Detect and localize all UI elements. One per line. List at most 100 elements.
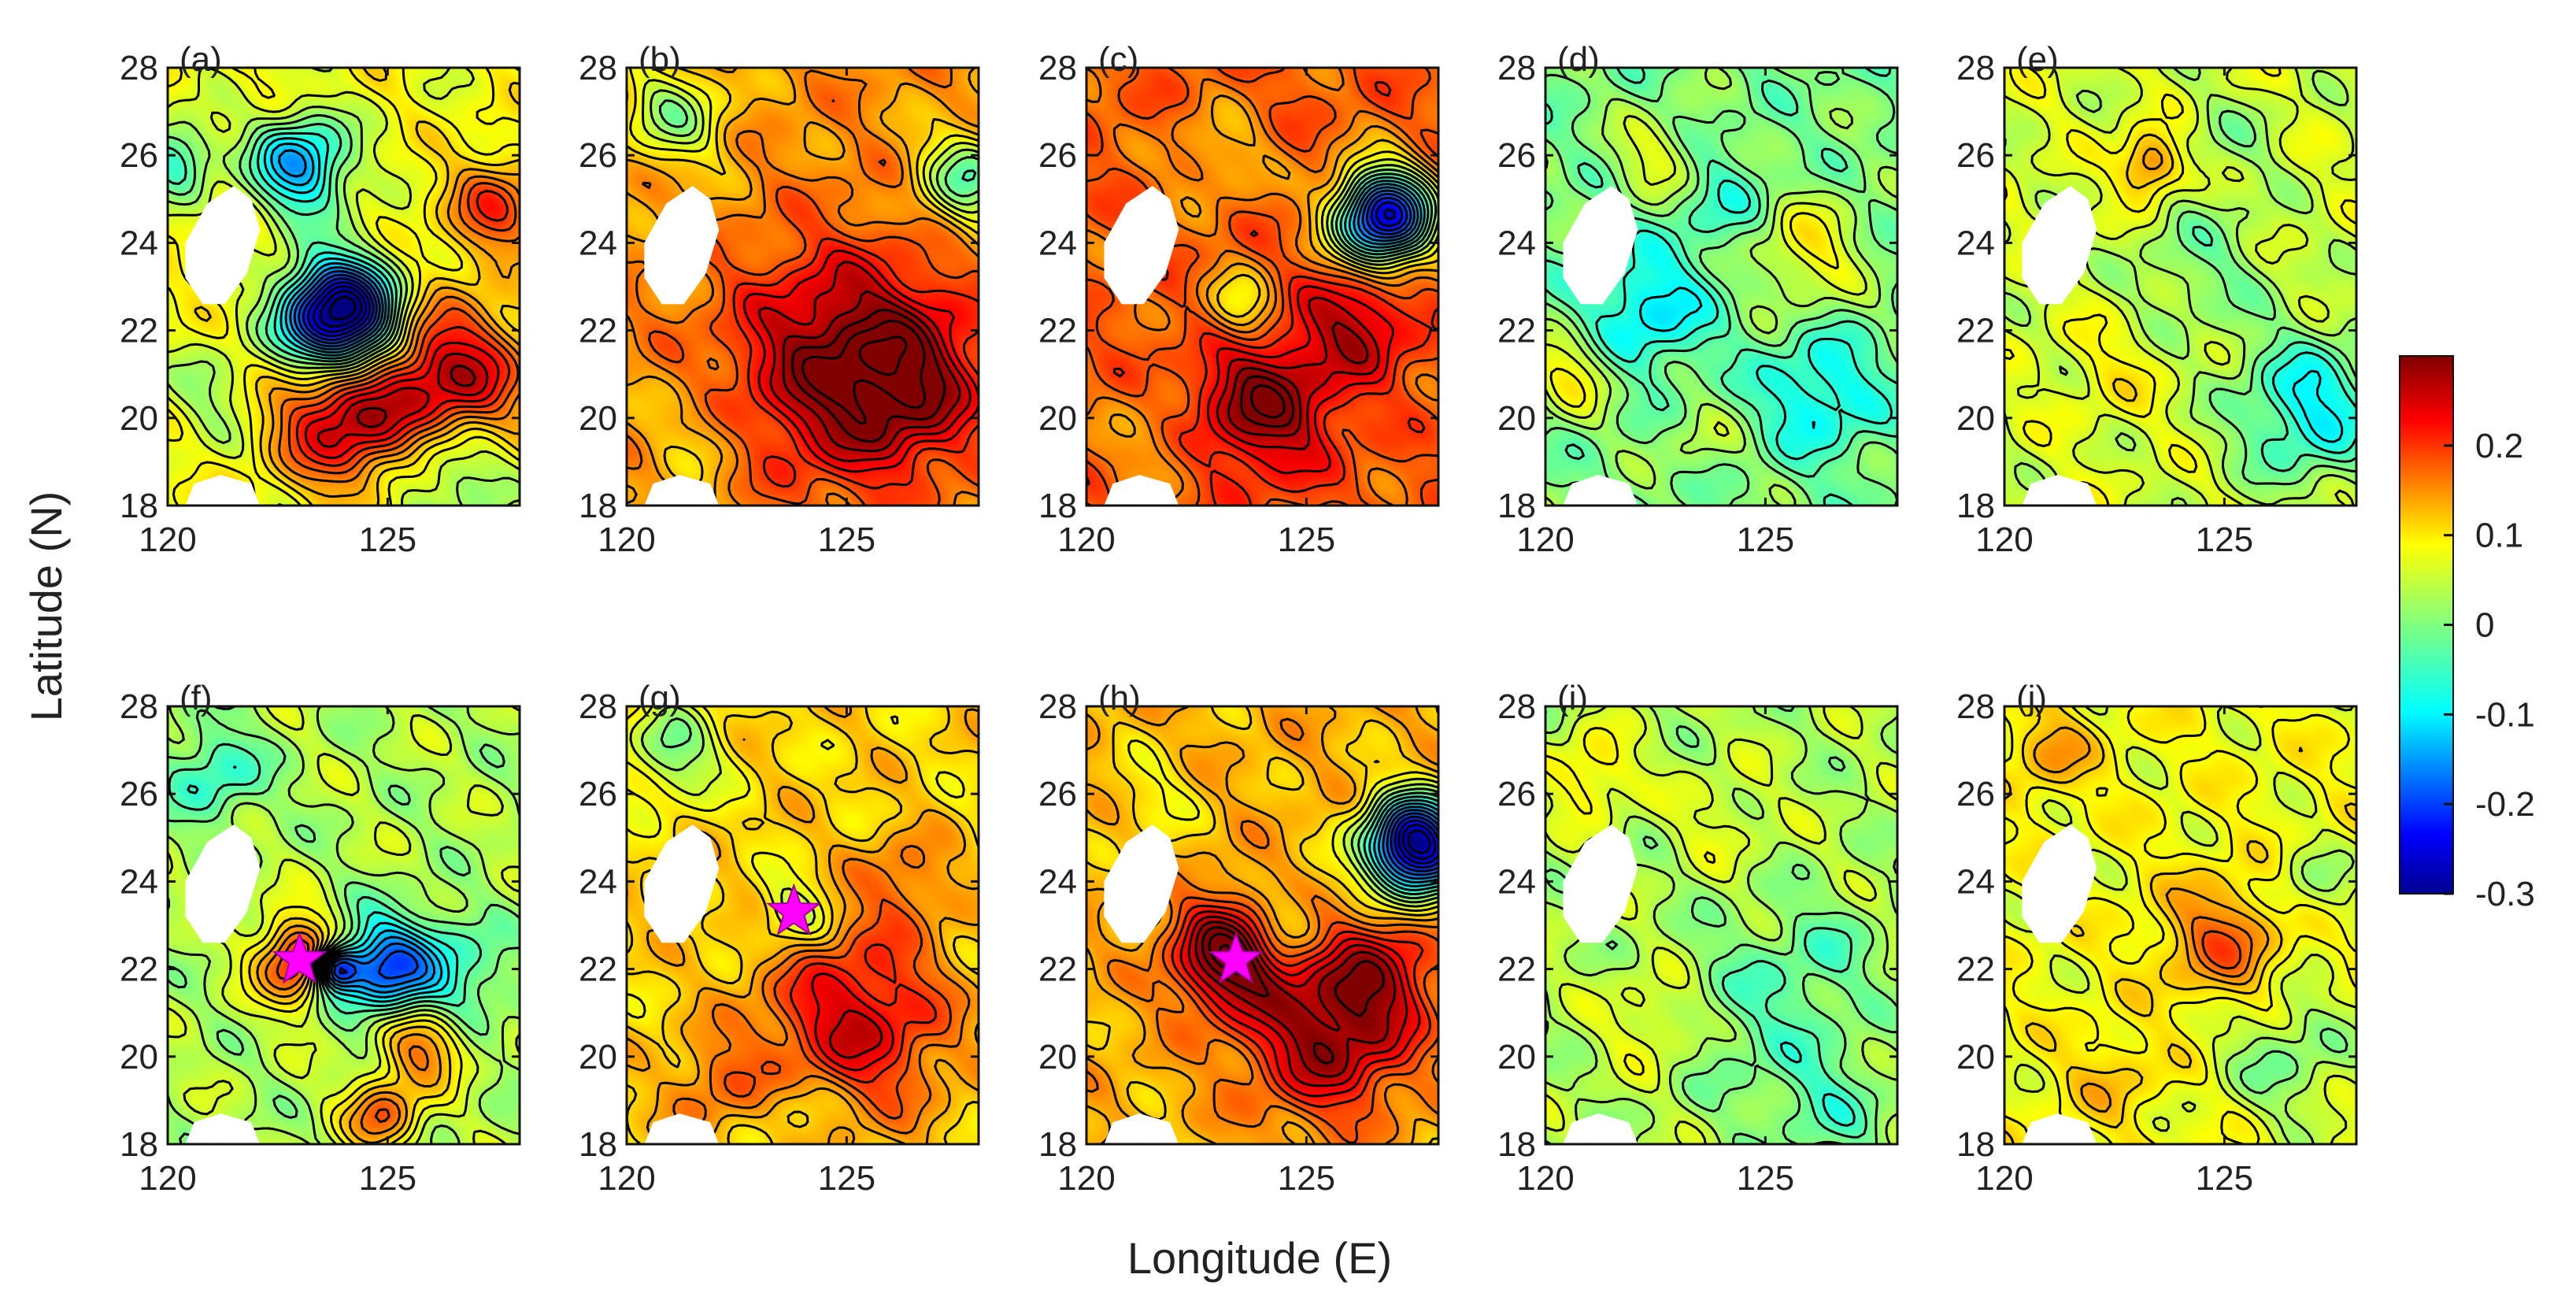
y-tick-label: 20 — [1956, 399, 1995, 438]
axes-frame — [1085, 705, 1440, 1146]
y-tick-label: 20 — [579, 399, 617, 438]
colorbar-tick-label: -0.2 — [2475, 785, 2535, 824]
land-mask-taiwan — [185, 186, 261, 305]
y-tick-label: 24 — [1497, 224, 1536, 262]
colorbar-tick-label: 0 — [2475, 606, 2494, 645]
y-tick-label: 20 — [1497, 1038, 1536, 1076]
contour-lines — [625, 705, 980, 1146]
y-tick-label: 18 — [1038, 487, 1077, 525]
x-tick-label: 125 — [2196, 520, 2253, 559]
y-tick-label: 24 — [1497, 862, 1536, 901]
y-tick-label: 26 — [1956, 775, 1995, 813]
y-tick-label: 28 — [1497, 49, 1536, 87]
y-tick-label: 18 — [120, 1125, 158, 1164]
axes-frame — [166, 705, 521, 1146]
land-mask-taiwan — [2022, 186, 2097, 305]
land-mask-taiwan — [644, 824, 720, 943]
y-tick-label: 26 — [1497, 775, 1536, 813]
y-tick-label: 18 — [579, 1125, 617, 1164]
x-tick-label: 125 — [2196, 1159, 2253, 1198]
land-mask-taiwan — [644, 186, 720, 305]
y-tick-label: 28 — [1956, 687, 1995, 726]
contour-lines — [625, 66, 980, 507]
y-tick-label: 22 — [1956, 950, 1995, 989]
y-tick-label: 18 — [120, 487, 158, 525]
contour-lines — [166, 705, 521, 1146]
y-tick-label: 28 — [1497, 687, 1536, 726]
x-tick-label: 125 — [818, 520, 875, 559]
y-tick-label: 24 — [120, 862, 158, 901]
y-tick-label: 24 — [579, 862, 617, 901]
y-tick-label: 28 — [1956, 49, 1995, 87]
colorbar-tick-label: 0.1 — [2475, 517, 2523, 555]
x-tick-label: 125 — [359, 1159, 416, 1198]
star-marker — [272, 931, 328, 984]
land-mask-taiwan — [2022, 824, 2097, 943]
x-tick-label: 120 — [1057, 520, 1115, 559]
y-tick-label: 20 — [1038, 399, 1077, 438]
x-tick-label: 120 — [598, 520, 655, 559]
land-mask-taiwan — [1104, 824, 1179, 943]
y-tick-label: 24 — [1956, 862, 1995, 901]
land-mask-taiwan — [1563, 186, 1638, 305]
land-mask-taiwan — [1563, 824, 1638, 943]
colorbar: -0.3 -0.2 -0.1 0 0.1 0.2 — [2399, 355, 2535, 913]
x-tick-label: 120 — [1057, 1159, 1115, 1198]
x-tick-label: 125 — [1278, 520, 1335, 559]
axes-frame — [625, 705, 980, 1146]
x-tick-label: 125 — [818, 1159, 875, 1198]
land-mask-luzon-tip — [185, 1113, 261, 1144]
colorbar-tick-label: -0.1 — [2475, 695, 2535, 734]
panel-label: (e) — [2016, 40, 2059, 79]
x-tick-label: 120 — [139, 1159, 196, 1198]
land-mask-luzon-tip — [644, 475, 720, 506]
axes-frame — [2003, 705, 2358, 1146]
x-tick-label: 125 — [1737, 1159, 1794, 1198]
y-tick-label: 20 — [1038, 1038, 1077, 1076]
axes-frame — [1544, 66, 1899, 507]
x-tick-label: 125 — [1278, 1159, 1335, 1198]
land-mask-taiwan — [185, 824, 261, 943]
panel-label: (d) — [1557, 40, 1600, 79]
x-tick-label: 125 — [359, 520, 416, 559]
x-tick-label: 120 — [598, 1159, 655, 1198]
y-axis-label: Latitude (N) — [21, 491, 71, 722]
x-tick-label: 120 — [139, 520, 196, 559]
y-tick-label: 24 — [1956, 224, 1995, 262]
y-tick-label: 22 — [1038, 312, 1077, 350]
panel-d: 18 20 22 24 26 28 120 125 (d) — [1497, 40, 1899, 559]
contour-lines — [1544, 66, 1899, 507]
panel-label: (g) — [638, 679, 681, 717]
panel-label: (i) — [1557, 679, 1588, 717]
panel-c: 18 20 22 24 26 28 120 125 (c) — [1038, 40, 1440, 559]
y-tick-label: 20 — [120, 399, 158, 438]
panel-g: 18 20 22 24 26 28 120 125 (g) — [579, 679, 980, 1198]
contour-lines — [2003, 705, 2358, 1146]
contour-lines — [1085, 66, 1440, 507]
land-mask-luzon-tip — [2022, 475, 2097, 506]
y-tick-label: 26 — [120, 136, 158, 175]
y-tick-label: 28 — [1038, 49, 1077, 87]
land-mask-luzon-tip — [185, 475, 261, 506]
y-tick-label: 22 — [1497, 950, 1536, 989]
panels-group: 18 20 22 24 26 28 120 125 (a) 18 20 22 24 26 28 120 125 (… — [120, 40, 2358, 1198]
y-tick-label: 26 — [1038, 136, 1077, 175]
land-mask-luzon-tip — [1563, 1113, 1638, 1144]
y-tick-label: 24 — [579, 224, 617, 262]
x-tick-label: 120 — [1975, 520, 2033, 559]
y-tick-label: 18 — [1497, 487, 1536, 525]
x-tick-label: 120 — [1975, 1159, 2033, 1198]
panel-label: (f) — [180, 679, 213, 717]
land-mask-luzon-tip — [1563, 475, 1638, 506]
y-tick-label: 22 — [579, 312, 617, 350]
y-tick-label: 18 — [1956, 487, 1995, 525]
y-tick-label: 18 — [1038, 1125, 1077, 1164]
panel-j: 18 20 22 24 26 28 120 125 (j) — [1956, 679, 2358, 1198]
y-tick-label: 28 — [579, 687, 617, 726]
land-mask-luzon-tip — [1104, 1113, 1179, 1144]
y-tick-label: 22 — [579, 950, 617, 989]
y-tick-label: 22 — [1038, 950, 1077, 989]
y-tick-label: 22 — [120, 950, 158, 989]
star-marker — [1208, 931, 1264, 984]
